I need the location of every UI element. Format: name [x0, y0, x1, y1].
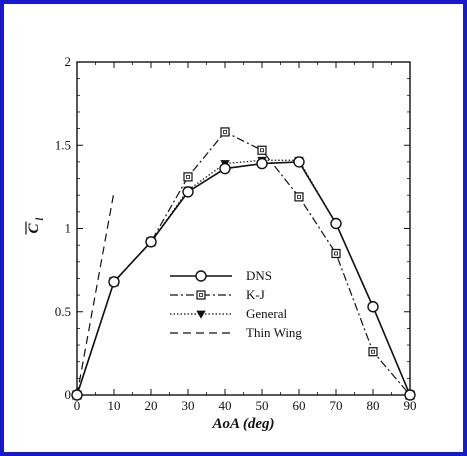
data-point — [256, 157, 268, 170]
legend-marker — [195, 270, 207, 282]
legend-label: K-J — [246, 287, 265, 302]
y-tick-label: 0 — [65, 387, 72, 402]
x-tick-label: 90 — [404, 398, 417, 413]
data-point — [257, 145, 267, 155]
x-tick-label: 60 — [293, 398, 306, 413]
legend-label: General — [246, 306, 288, 321]
data-point-inner — [334, 251, 338, 256]
x-tick-label: 20 — [145, 398, 158, 413]
series-k-j — [72, 127, 415, 400]
series-line — [76, 131, 411, 396]
series-line — [76, 161, 411, 396]
x-tick-label: 30 — [182, 398, 195, 413]
legend-item: DNS — [170, 268, 272, 283]
data-point — [293, 156, 305, 168]
x-tick-label: 10 — [108, 398, 121, 413]
data-point — [368, 347, 378, 357]
y-axis-label-main: C — [26, 223, 42, 234]
data-point-inner — [371, 349, 375, 354]
plot-border — [76, 61, 411, 396]
data-point — [330, 217, 342, 230]
y-tick-label: 1 — [65, 221, 72, 236]
y-tick-label: 0.5 — [55, 304, 71, 319]
y-tick-label: 1.5 — [55, 137, 71, 152]
series-general — [72, 156, 415, 400]
data-point — [367, 301, 379, 313]
y-axis-label-sub: l — [35, 218, 46, 221]
legend-marker-inner — [199, 293, 203, 297]
legend-item: K-J — [170, 287, 265, 302]
legend: DNS K-J General Thin Wing — [170, 268, 302, 340]
x-tick-label: 0 — [74, 398, 81, 413]
data-point — [183, 172, 193, 182]
legend-label: DNS — [246, 268, 272, 283]
x-tick-label: 50 — [256, 398, 269, 413]
data-point — [404, 389, 416, 401]
series-line — [76, 159, 411, 396]
legend-marker — [196, 310, 206, 319]
plot-area: 0 10 20 30 40 50 60 70 80 90 0 0.5 1 1.5 2 AoA (deg) Cl D… — [25, 54, 417, 432]
data-point — [331, 248, 341, 259]
series-dns — [71, 156, 416, 401]
series-thin-wing — [76, 191, 115, 396]
legend-item: General — [170, 306, 288, 321]
x-tick-label: 40 — [219, 398, 232, 413]
legend-item: Thin Wing — [170, 325, 302, 340]
series-line — [76, 191, 115, 396]
legend-marker — [196, 290, 206, 300]
data-point — [294, 192, 304, 202]
data-point-inner — [186, 174, 190, 179]
data-point — [145, 236, 157, 248]
data-point-inner — [297, 194, 301, 199]
data-point — [182, 186, 194, 198]
legend-label: Thin Wing — [246, 325, 302, 340]
y-axis-label: Cl — [25, 218, 46, 235]
x-tick-label: 80 — [367, 398, 380, 413]
data-point-inner — [223, 130, 227, 134]
data-point — [108, 276, 120, 288]
x-axis-label: AoA (deg) — [211, 416, 274, 432]
data-point-inner — [260, 148, 264, 153]
y-tick-label: 2 — [65, 54, 72, 69]
data-point — [220, 127, 230, 137]
data-point — [71, 389, 83, 401]
x-tick-label: 70 — [330, 398, 343, 413]
data-point — [219, 162, 231, 175]
